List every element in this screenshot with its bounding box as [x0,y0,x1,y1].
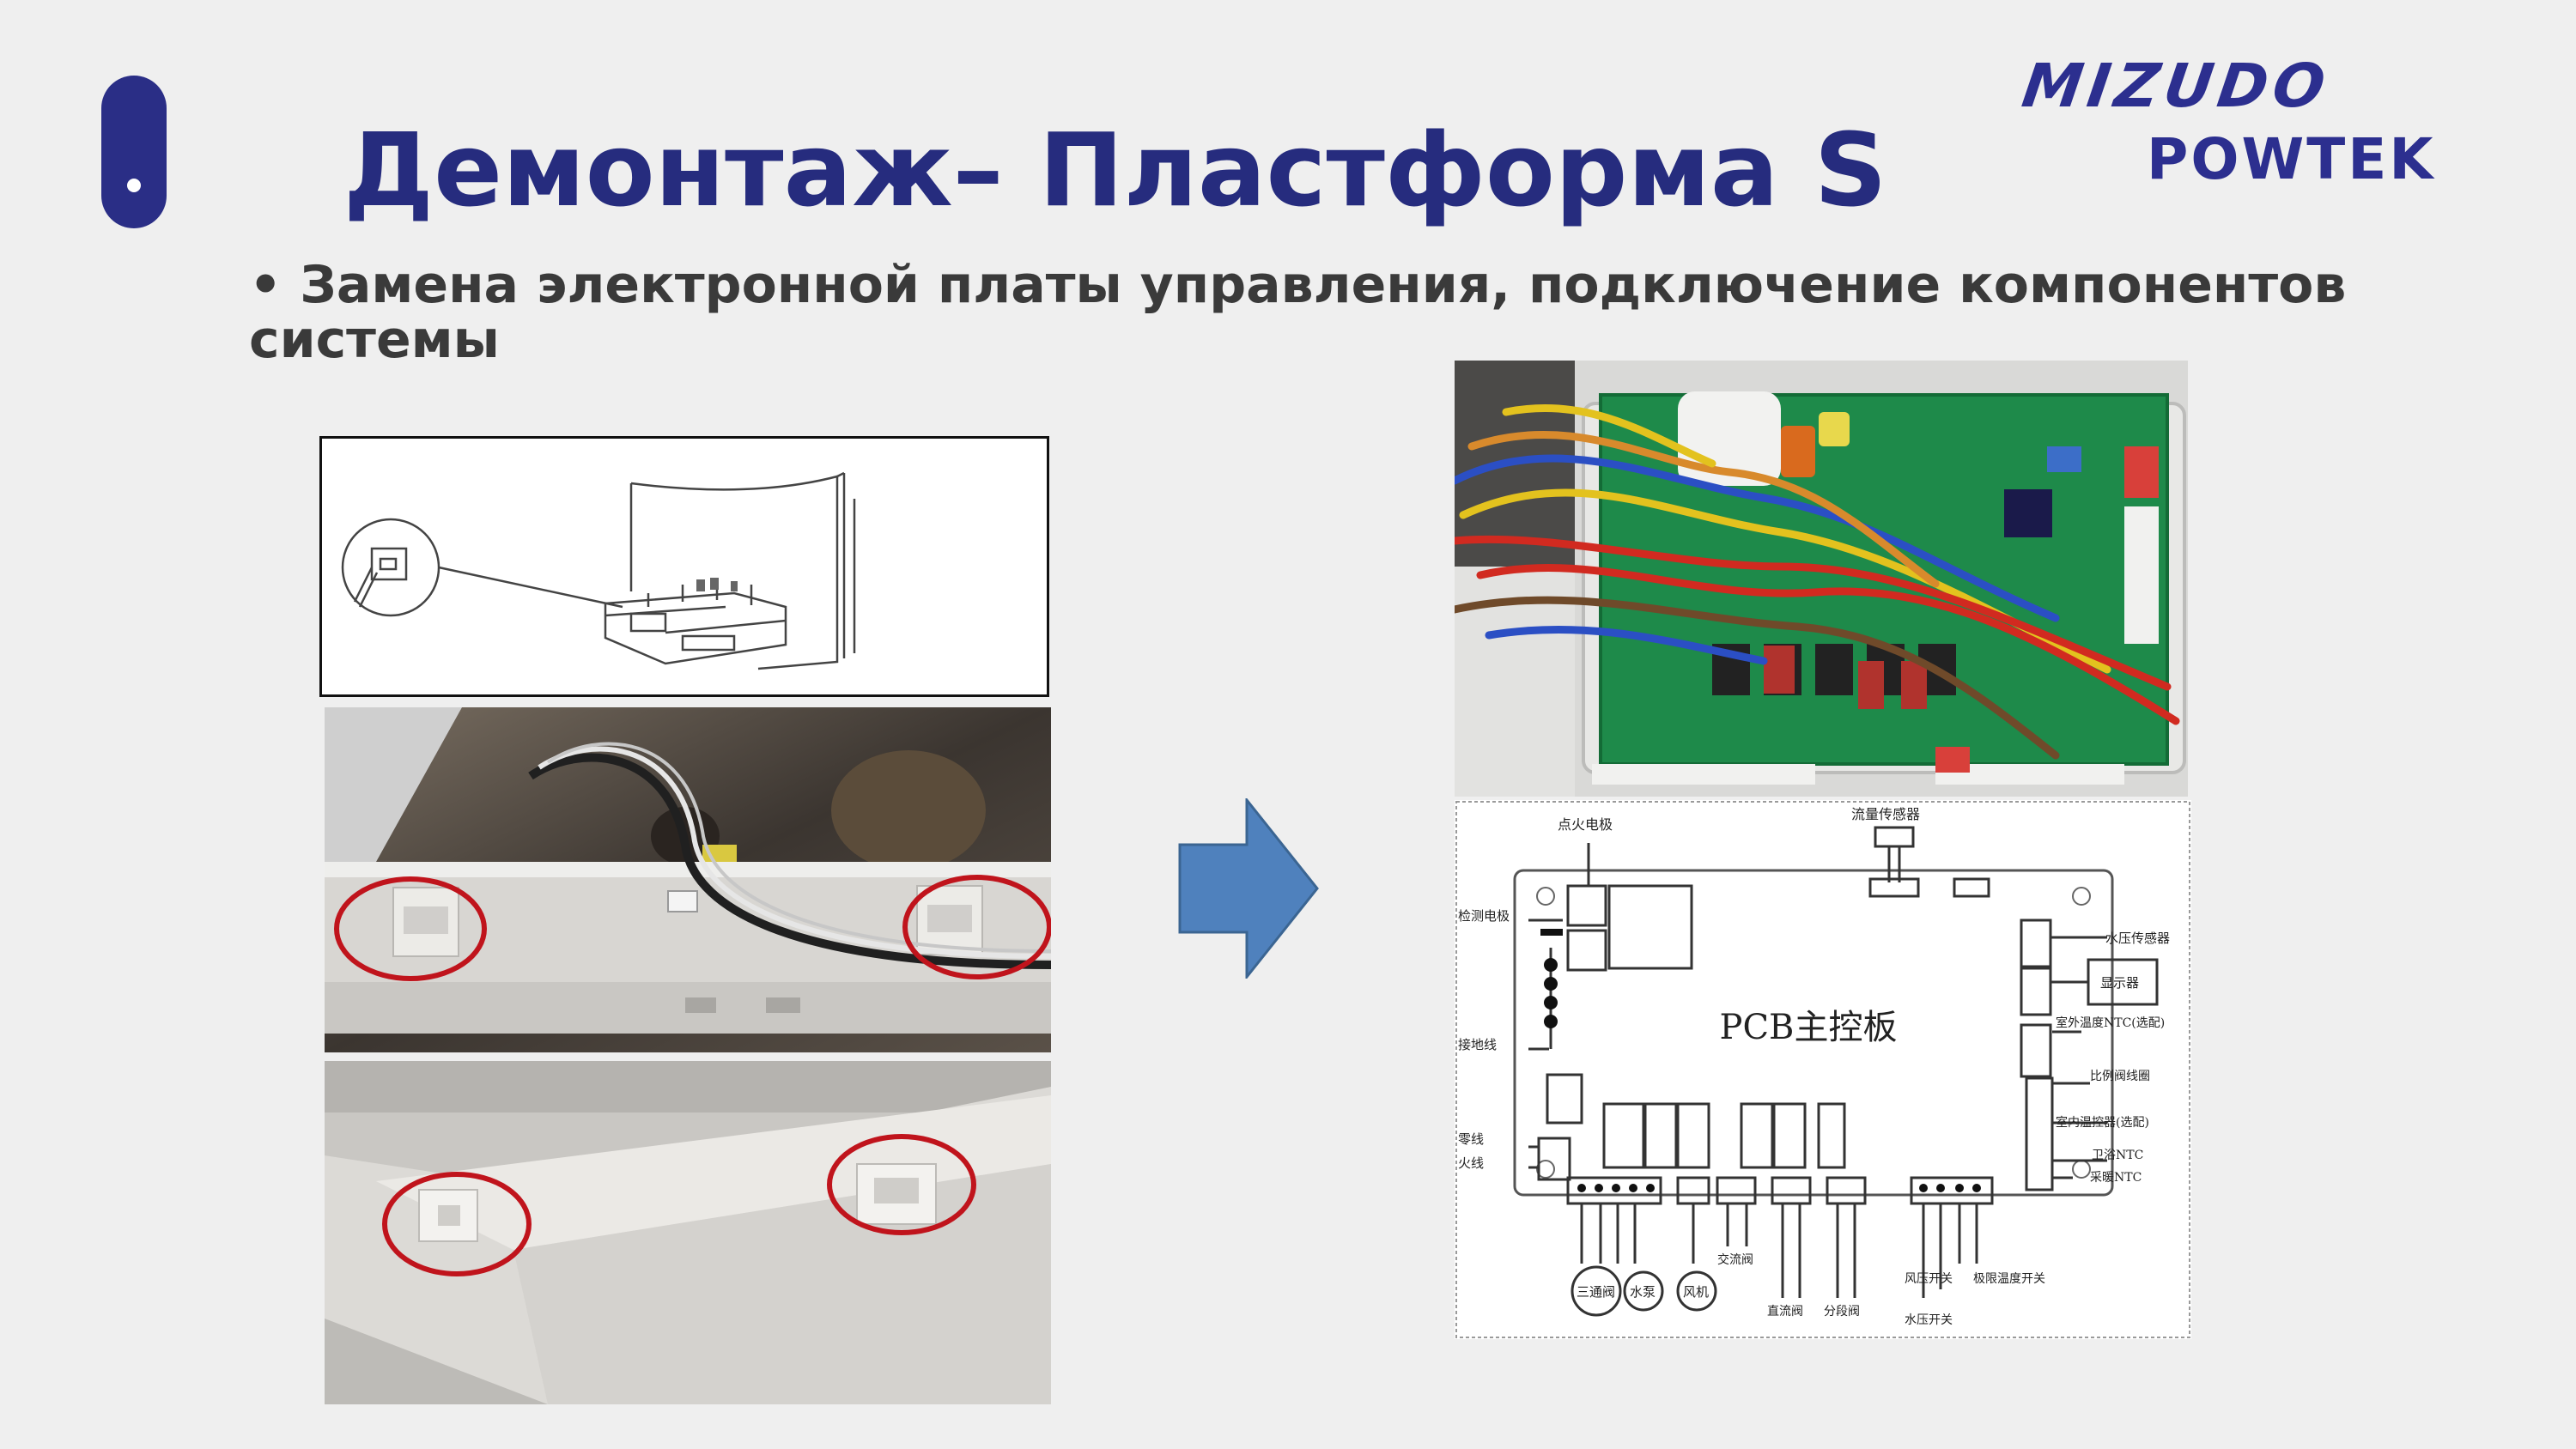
photo-clip-closeup-svg [325,1061,1051,1404]
wiring-schematic-svg: PCB主控板 点火电极 检测电极 接地线 零线 火线 流量传感器 水压传感器 显… [1455,801,2190,1338]
schematic-label-valve-coil: 比例阀线圈 [2090,1070,2150,1083]
assembly-drawing [319,436,1049,697]
schematic-label-room-thermostat: 室内温控器(选配) [2056,1115,2149,1130]
bullet-text: • Замена электронной платы управления, п… [249,255,2347,370]
highlight-circle-3 [382,1172,532,1276]
schematic-label-water-switch: 水压开关 [1905,1313,1953,1327]
schematic-label-dhw-ntc: 卫浴NTC [2092,1149,2143,1162]
schematic-label-igniter: 点火电极 [1558,816,1613,833]
highlight-circle-2 [902,875,1051,979]
wiring-schematic: PCB主控板 点火电极 检测电极 接地线 零线 火线 流量传感器 水压传感器 显… [1455,800,2191,1339]
photo-clip-closeup [325,1061,1051,1404]
schematic-label-display: 显示器 [2100,975,2139,991]
schematic-label-outdoor-ntc: 室外温度NTC(选配) [2056,1016,2165,1030]
photo-clip-release-svg [325,707,1051,1052]
pcb-photo-svg [1455,361,2188,797]
schematic-label-sense: 检测电极 [1458,908,1510,924]
schematic-label-dc-valve: 直流阀 [1767,1304,1803,1319]
schematic-label-air-switch: 风压开关 [1905,1272,1953,1286]
schematic-label-ac-valve: 交流阀 [1717,1252,1753,1267]
highlight-circle-4 [827,1134,976,1235]
arrow-right-icon [1178,798,1319,979]
slide-title: Демонтаж– Пластформа S [343,111,1887,229]
brand-logo-line2: POWTEK [2147,126,2436,192]
schematic-label-ground: 接地线 [1458,1037,1497,1052]
schematic-label-neutral: 零线 [1458,1131,1484,1147]
schematic-label-pressure: 水压传感器 [2105,931,2170,946]
photo-clip-release [325,707,1051,1052]
schematic-label-heating-ntc: 采暖NTC [2090,1171,2142,1185]
schematic-label-limit-switch: 极限温度开关 [1973,1272,2045,1286]
schematic-label-live: 火线 [1458,1155,1484,1171]
highlight-circle-1 [334,876,487,981]
assembly-drawing-svg [341,471,856,670]
pcb-photo [1455,361,2188,797]
schematic-label-fan: 风机 [1683,1284,1709,1300]
schematic-label-3way: 三通阀 [1577,1284,1615,1300]
schematic-label-segment-valve: 分段阀 [1824,1305,1860,1319]
schematic-board-label: PCB主控板 [1720,1008,1898,1047]
accent-dot-icon [127,179,141,192]
brand-logo-line1: MIZUDO [2018,51,2335,121]
accent-pill-icon [101,76,167,228]
schematic-label-flow: 流量传感器 [1851,806,1920,822]
schematic-label-pump: 水泵 [1630,1284,1656,1300]
